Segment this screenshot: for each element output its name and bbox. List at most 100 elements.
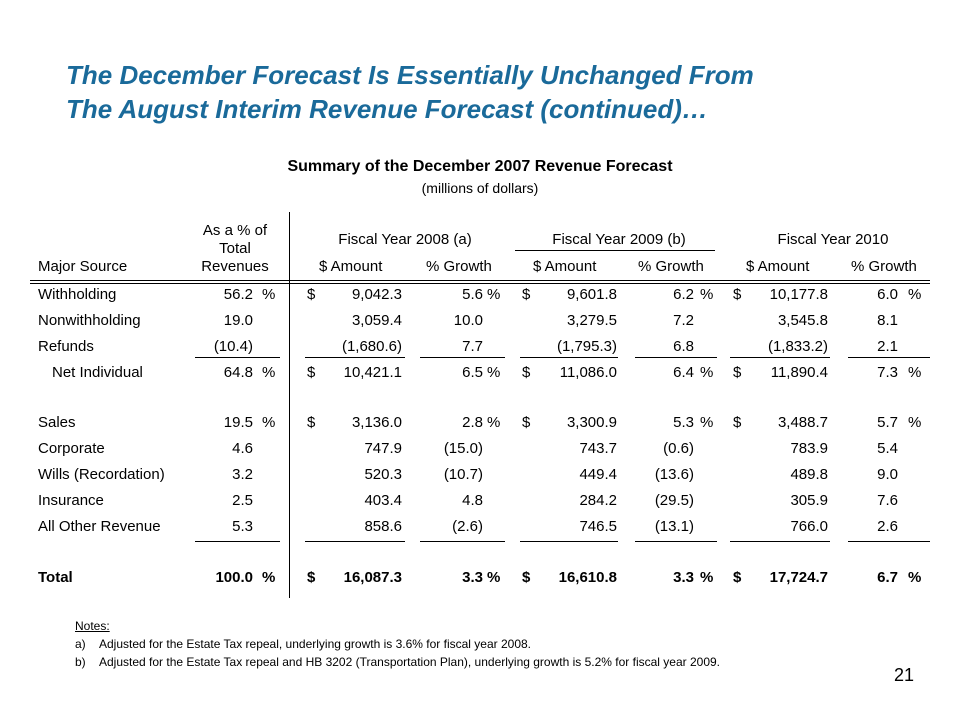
cell-fy09-amount: 743.7 — [579, 440, 617, 457]
cell-pct: 56.2 — [223, 286, 253, 303]
cell-fy10-mark: % — [908, 364, 922, 381]
cell-fy09-amount: 9,601.8 — [566, 286, 617, 303]
cell-pct-mark: % — [262, 414, 276, 431]
cell-fy08-growth: (2.6) — [452, 518, 483, 535]
cell-fy08-amount: 403.4 — [364, 492, 402, 509]
cell-pct-mark: % — [262, 364, 276, 381]
cell-fy10-growth: 7.3 — [877, 364, 898, 381]
cell-fy09-growth: 7.2 — [673, 312, 694, 329]
cell-fy09-dollar: $ — [522, 569, 531, 586]
cell-fy09-amount: (1,795.3) — [556, 338, 617, 355]
cell-fy09-growth: 5.3 — [673, 414, 694, 431]
cell-fy08-amount: 3,059.4 — [351, 312, 402, 329]
cell-source: Sales — [38, 414, 76, 431]
cell-fy08-dollar: $ — [307, 364, 316, 381]
cell-pct: 19.0 — [223, 312, 253, 329]
cell-fy09-growth: (13.1) — [654, 518, 694, 535]
cell-fy08-mark: % — [487, 569, 501, 586]
cell-pct-mark: % — [262, 569, 276, 586]
header-fy2009: Fiscal Year 2009 (b) — [552, 231, 686, 248]
cell-fy10-amount: 766.0 — [790, 518, 828, 535]
cell-fy08-amount: 9,042.3 — [351, 286, 402, 303]
cell-fy08-amount: 16,087.3 — [343, 569, 402, 586]
cell-fy10-dollar: $ — [733, 364, 742, 381]
refunds-rule-fy09-growth — [635, 357, 717, 358]
note-a-label: a) — [75, 637, 86, 651]
cell-fy10-mark: % — [908, 414, 922, 431]
cell-source: Nonwithholding — [38, 312, 141, 329]
other-rule-fy10-amount — [730, 541, 830, 542]
cell-source: Insurance — [38, 492, 104, 509]
cell-pct: 64.8 — [223, 364, 253, 381]
cell-source: Net Individual — [52, 364, 143, 381]
cell-pct: 2.5 — [232, 492, 253, 509]
cell-fy08-growth: 5.6 — [462, 286, 483, 303]
refunds-rule-fy08-amount — [305, 357, 405, 358]
cell-fy09-amount: 16,610.8 — [558, 569, 617, 586]
cell-source: Wills (Recordation) — [38, 466, 165, 483]
cell-fy10-amount: 3,545.8 — [777, 312, 828, 329]
cell-fy10-amount: 10,177.8 — [769, 286, 828, 303]
cell-fy09-amount: 284.2 — [579, 492, 617, 509]
header-fy2010-growth: % Growth — [851, 258, 917, 275]
cell-fy08-growth: 2.8 — [462, 414, 483, 431]
cell-fy08-growth: (10.7) — [443, 466, 483, 483]
header-fy2008-amount: $ Amount — [319, 258, 383, 275]
cell-fy10-growth: 6.0 — [877, 286, 898, 303]
cell-fy10-growth: 2.1 — [877, 338, 898, 355]
cell-fy09-growth: 6.2 — [673, 286, 694, 303]
cell-fy09-mark: % — [700, 414, 714, 431]
cell-fy09-amount: 11,086.0 — [559, 364, 617, 381]
cell-fy08-growth: 6.5 — [462, 364, 483, 381]
cell-fy09-dollar: $ — [522, 364, 531, 381]
cell-fy08-growth: 10.0 — [453, 312, 483, 329]
cell-fy10-growth: 9.0 — [877, 466, 898, 483]
cell-fy10-mark: % — [908, 569, 922, 586]
header-fy2010-amount: $ Amount — [746, 258, 810, 275]
cell-fy09-dollar: $ — [522, 414, 531, 431]
cell-fy10-dollar: $ — [733, 286, 742, 303]
cell-fy09-amount: 449.4 — [579, 466, 617, 483]
cell-fy08-dollar: $ — [307, 569, 316, 586]
cell-fy09-growth: (13.6) — [654, 466, 694, 483]
cell-fy09-mark: % — [700, 364, 714, 381]
slide-title-line2: The August Interim Revenue Forecast (con… — [66, 94, 708, 124]
cell-fy09-growth: (29.5) — [654, 492, 694, 509]
cell-fy08-amount: 10,421.1 — [343, 364, 402, 381]
cell-fy09-amount: 3,279.5 — [566, 312, 617, 329]
cell-pct-mark: % — [262, 286, 276, 303]
cell-fy08-growth: (15.0) — [443, 440, 483, 457]
header-rule-1 — [30, 280, 930, 281]
cell-pct: 3.2 — [232, 466, 253, 483]
table-units: (millions of dollars) — [421, 180, 539, 196]
notes: Notes: a) Adjusted for the Estate Tax rep… — [75, 617, 720, 671]
refunds-rule-fy10-growth — [848, 357, 930, 358]
header-pct-total-line3: Revenues — [201, 258, 269, 275]
cell-fy10-amount: 11,890.4 — [770, 364, 828, 381]
cell-fy08-dollar: $ — [307, 414, 316, 431]
cell-fy10-amount: 17,724.7 — [769, 569, 828, 586]
cell-fy10-amount: 305.9 — [790, 492, 828, 509]
fy2009-header-rule — [515, 250, 715, 251]
other-rule-pct — [195, 541, 280, 542]
cell-fy08-amount: 747.9 — [364, 440, 402, 457]
note-a-text: Adjusted for the Estate Tax repeal, unde… — [99, 637, 532, 651]
cell-fy08-mark: % — [487, 286, 501, 303]
cell-source: All Other Revenue — [38, 518, 161, 535]
cell-source: Corporate — [38, 440, 105, 457]
header-rule-2 — [30, 283, 930, 284]
cell-source: Withholding — [38, 286, 117, 303]
cell-fy10-growth: 5.4 — [877, 440, 898, 457]
cell-fy08-growth: 7.7 — [462, 338, 483, 355]
refunds-rule-fy08-growth — [420, 357, 505, 358]
page-number: 21 — [894, 665, 915, 685]
cell-fy10-dollar: $ — [733, 569, 742, 586]
cell-fy10-amount: 3,488.7 — [777, 414, 828, 431]
header-fy2010: Fiscal Year 2010 — [777, 231, 889, 248]
cell-fy10-dollar: $ — [733, 414, 742, 431]
other-rule-fy08-growth — [420, 541, 505, 542]
cell-fy10-amount: (1,833.2) — [767, 338, 828, 355]
cell-fy10-amount: 783.9 — [790, 440, 828, 457]
cell-fy08-growth: 4.8 — [462, 492, 483, 509]
cell-pct: 5.3 — [232, 518, 253, 535]
